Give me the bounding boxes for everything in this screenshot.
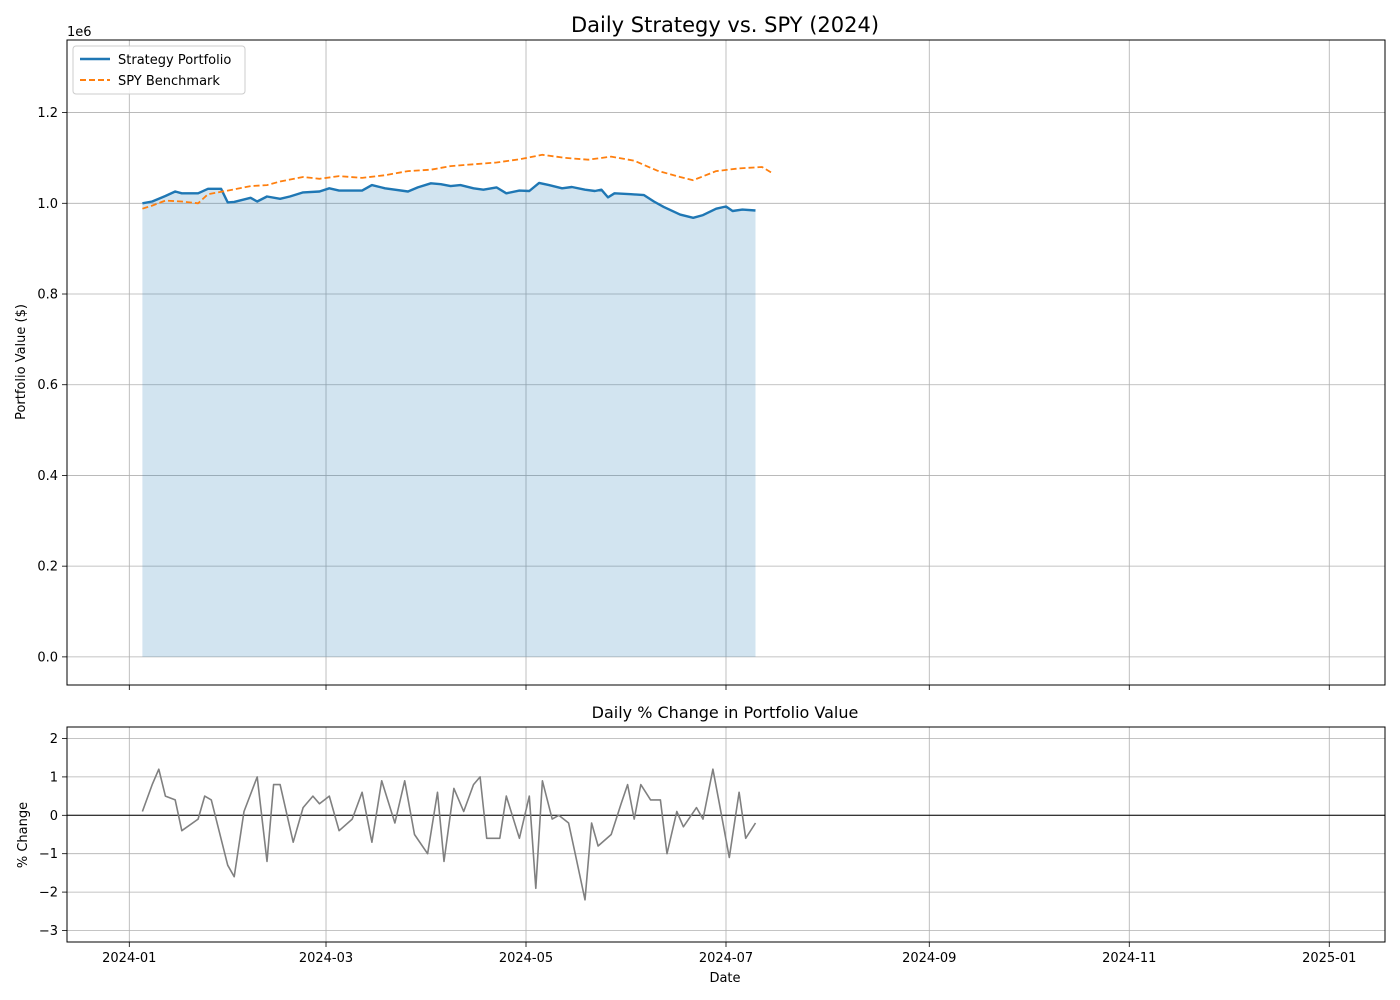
y-offset-label: 1e6	[67, 25, 92, 40]
value-y-ticks: 0.0 0.2 0.4 0.6 0.8 1.0 1.2	[37, 106, 67, 665]
pct-y-axis-label: % Change	[16, 802, 31, 868]
pct-change-line	[141, 768, 757, 901]
value-grid	[67, 40, 1385, 685]
y-tick-label: 2	[50, 732, 58, 747]
y-tick-label: 1.0	[37, 197, 58, 212]
y-tick-label: 1	[50, 770, 58, 785]
x-tick-label: 2024-03	[299, 951, 353, 966]
pct-panel: 2024-01 2024-03 2024-05 2024-07 2024-09 2024-…	[16, 703, 1386, 986]
x-tick-label: 2024-01	[102, 951, 156, 966]
y-tick-label: 0	[50, 809, 58, 824]
strategy-portfolio-line	[142, 181, 756, 219]
pct-chart-title: Daily % Change in Portfolio Value	[592, 703, 859, 722]
pct-series-lines	[67, 768, 1385, 901]
legend-label-spy: SPY Benchmark	[118, 74, 220, 89]
legend-label-strategy: Strategy Portfolio	[118, 53, 231, 68]
x-tick-label: 2024-05	[499, 951, 553, 966]
x-axis-label: Date	[709, 971, 740, 986]
y-tick-label: 0.0	[37, 650, 58, 665]
y-tick-label: −3	[39, 924, 58, 939]
y-tick-label: 0.4	[37, 469, 58, 484]
value-series-lines	[142, 153, 773, 219]
value-chart-title: Daily Strategy vs. SPY (2024)	[571, 13, 879, 37]
pct-x-ticks: 2024-01 2024-03 2024-05 2024-07 2024-09 2024-…	[102, 942, 1356, 966]
x-tick-label: 2024-07	[699, 951, 753, 966]
y-tick-label: 1.2	[37, 106, 58, 121]
strategy-fill	[142, 182, 756, 657]
y-tick-label: −2	[39, 886, 58, 901]
y-tick-label: 0.8	[37, 288, 58, 303]
x-tick-label: 2025-01	[1302, 951, 1356, 966]
value-panel: 0.0 0.2 0.4 0.6 0.8 1.0 1.2 Daily Strategy vs.…	[14, 13, 1386, 690]
x-tick-label: 2024-11	[1102, 951, 1156, 966]
value-y-axis-label: Portfolio Value ($)	[14, 304, 29, 420]
legend: Strategy Portfolio SPY Benchmark	[72, 45, 246, 95]
pct-y-ticks: 2 1 0 −1 −2 −3	[39, 732, 67, 939]
y-tick-label: −1	[39, 847, 58, 862]
y-tick-label: 0.6	[37, 378, 58, 393]
y-tick-label: 0.2	[37, 560, 58, 575]
spy-benchmark-line	[142, 153, 773, 210]
value-fill-area	[142, 182, 756, 657]
legend-box	[72, 45, 246, 95]
x-tick-label: 2024-09	[902, 951, 956, 966]
value-x-ticks	[128, 685, 1330, 690]
